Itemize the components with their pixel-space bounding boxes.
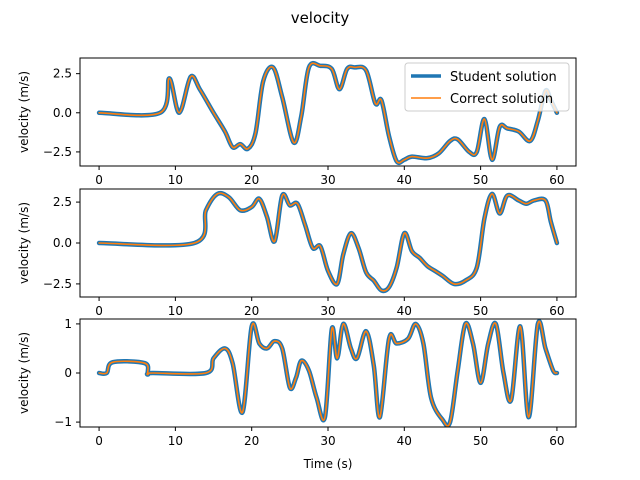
x-tick-label: 60 (549, 304, 564, 318)
x-tick-label: 50 (473, 434, 488, 448)
y-tick-label: 1 (64, 317, 72, 331)
y-tick-label: 0.0 (53, 236, 72, 250)
x-tick-label: 0 (95, 173, 103, 187)
x-tick-label: 30 (320, 173, 335, 187)
series-line-student (96, 190, 560, 294)
x-tick-label: 10 (168, 173, 183, 187)
series-line-correct (98, 320, 558, 427)
x-tick-label: 20 (244, 434, 259, 448)
y-tick-label: 2.5 (53, 67, 72, 81)
x-tick-label: 40 (397, 173, 412, 187)
series-line-correct (98, 62, 558, 164)
x-tick-label: 20 (244, 304, 259, 318)
legend-frame (404, 62, 570, 112)
y-tick-label: 0 (64, 366, 72, 380)
y-tick-label: −2.5 (43, 145, 72, 159)
subplot-1: 0 10 20 30 40 50 60 2.5 0.0 −2.5 velocity (m/s) (17, 57, 577, 187)
y-axis-label: velocity (m/s) (17, 332, 31, 414)
series-line-correct (98, 192, 558, 292)
figure-title: velocity (291, 9, 350, 27)
legend-label-correct: Correct solution (450, 92, 553, 107)
x-tick-label: 40 (397, 304, 412, 318)
x-tick-label: 30 (320, 304, 335, 318)
series-group (96, 190, 560, 294)
y-tick-label: 2.5 (53, 195, 72, 209)
x-tick-label: 10 (168, 434, 183, 448)
x-tick-label: 10 (168, 304, 183, 318)
x-axis-label: Time (s) (303, 457, 353, 471)
series-group (96, 60, 560, 166)
x-tick-label: 30 (320, 434, 335, 448)
y-tick-label: −1 (54, 415, 72, 429)
x-tick-label: 60 (549, 434, 564, 448)
subplot-2: 0 10 20 30 40 50 60 2.5 0.0 −2.5 velocity (m/s) (17, 188, 577, 318)
x-tick-label: 40 (397, 434, 412, 448)
series-group (96, 319, 560, 427)
x-tick-label: 20 (244, 173, 259, 187)
x-tick-label: 50 (473, 173, 488, 187)
x-tick-label: 60 (549, 173, 564, 187)
y-axis-label: velocity (m/s) (17, 71, 31, 153)
legend-label-student: Student solution (450, 70, 557, 85)
y-tick-label: 0.0 (53, 106, 72, 120)
y-tick-label: −2.5 (43, 277, 72, 291)
x-tick-label: 0 (95, 434, 103, 448)
x-tick-label: 50 (473, 304, 488, 318)
legend: Student solution Correct solution (404, 62, 570, 112)
x-tick-label: 0 (95, 304, 103, 318)
y-axis-label: velocity (m/s) (17, 202, 31, 284)
